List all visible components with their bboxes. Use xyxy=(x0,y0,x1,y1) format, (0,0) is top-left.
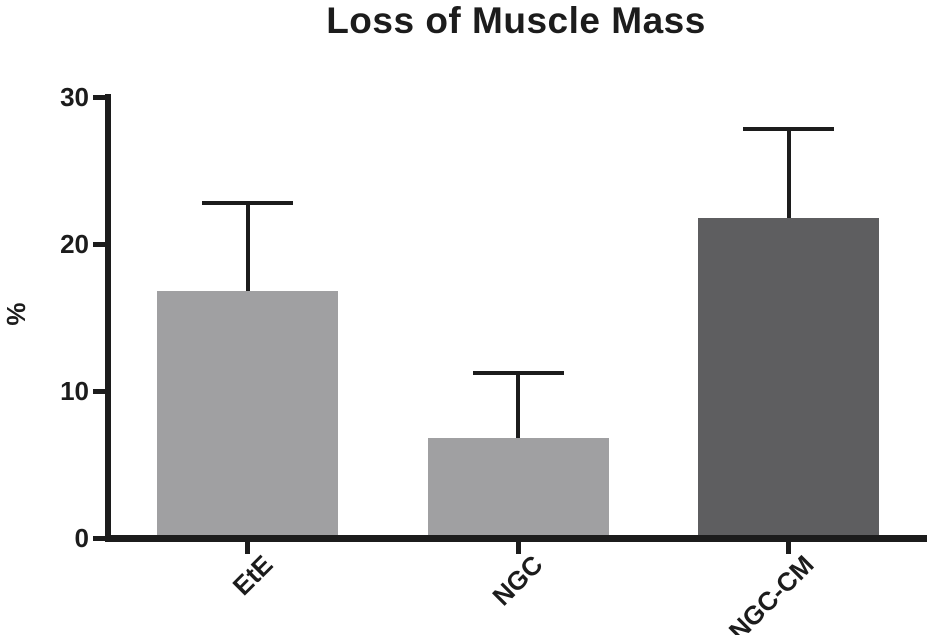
y-tick xyxy=(93,241,105,247)
y-tick-label: 10 xyxy=(60,376,89,406)
y-tick xyxy=(93,535,105,541)
x-tick xyxy=(245,541,250,554)
y-tick-label: 30 xyxy=(60,82,89,112)
bar-ngc xyxy=(427,438,609,538)
y-tick-label: 20 xyxy=(60,229,89,259)
bar-ngc-cm xyxy=(698,217,879,538)
x-tick xyxy=(515,541,521,554)
y-tick-label: 0 xyxy=(74,523,89,553)
error-bar-cap xyxy=(202,200,293,205)
y-tick xyxy=(93,388,105,394)
x-tick xyxy=(786,541,791,554)
error-bar-line xyxy=(786,129,791,218)
chart-title: Loss of Muscle Mass xyxy=(326,0,706,41)
error-bar-cap xyxy=(472,371,564,376)
x-axis-line xyxy=(105,534,927,542)
x-tick-label-ngc-cm: NGC-CM xyxy=(722,549,820,635)
y-tick xyxy=(93,94,105,100)
error-bar-line xyxy=(516,373,520,439)
error-bar-cap xyxy=(743,127,834,132)
error-bar-line xyxy=(245,202,250,292)
x-tick-label-ete: EtE xyxy=(226,549,279,602)
bar-ete xyxy=(157,291,338,538)
y-axis-line xyxy=(105,94,111,542)
x-tick-label-ngc: NGC xyxy=(486,549,549,612)
